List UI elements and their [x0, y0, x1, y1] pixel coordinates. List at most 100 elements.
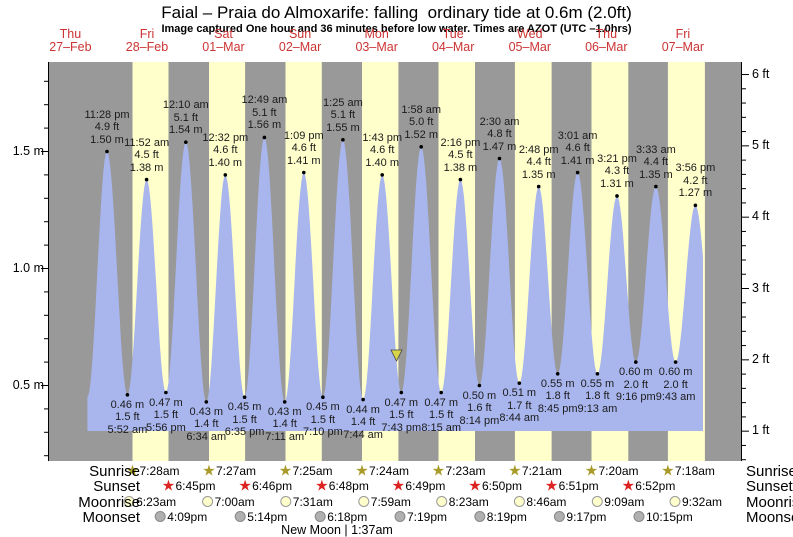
- tide-low-label: 0.60 m 2.0 ft 9:43 am: [644, 366, 708, 404]
- moonset-icon: [553, 511, 565, 522]
- tide-high-label-line: 12:32 pm: [202, 131, 249, 144]
- tide-low-label-line: 1.5 ft: [389, 409, 414, 422]
- day-header: Thu 27–Feb: [30, 28, 110, 54]
- day-date: 28–Feb: [125, 40, 169, 54]
- tide-low-label: 0.50 m 1.6 ft 8:14 pm: [447, 390, 511, 428]
- tide-high-label: 3:56 pm 4.2 ft 1.27 m: [663, 162, 727, 200]
- high-dot: [419, 145, 424, 149]
- tide-low-label-line: 0.46 m: [110, 398, 145, 411]
- right-axis-label: 6 ft: [752, 66, 770, 81]
- moonrise-time: 6:23am: [136, 494, 177, 509]
- sunset-star-icon: ★: [315, 477, 328, 495]
- sunrise-star-icon: ★: [279, 462, 292, 480]
- moonset-row-label-left: Moonset: [82, 509, 140, 526]
- moonset-icon: [474, 511, 486, 522]
- tide-low-label-line: 9:13 am: [577, 402, 618, 415]
- tide-high-label-line: 1.52 m: [404, 128, 438, 141]
- high-dot: [575, 170, 580, 175]
- tide-high-label-line: 4.9 ft: [94, 121, 120, 133]
- low-dot: [242, 395, 247, 400]
- tide-low-label-line: 7:43 pm: [381, 421, 422, 434]
- tide-high-label-line: 3:21 pm: [597, 152, 637, 165]
- sunrise-time: 7:28am: [139, 463, 180, 478]
- sunset-time: 6:52pm: [635, 478, 676, 493]
- tide-high-label-line: 1.27 m: [678, 187, 713, 200]
- tide-low-label: 0.43 m 1.4 ft 7:11 am: [253, 406, 317, 444]
- tide-high-label-line: 4.5 ft: [448, 149, 473, 162]
- high-dot: [536, 184, 541, 189]
- low-dot: [673, 360, 678, 364]
- tide-low-label-line: 1.5 ft: [232, 413, 257, 426]
- moonset-time: 8:19pm: [486, 509, 527, 524]
- tide-low-label-line: 7:44 am: [343, 428, 383, 441]
- tide-low-label-line: 5:56 pm: [146, 421, 186, 434]
- moonset-time: 6:18pm: [327, 509, 368, 524]
- high-dot: [262, 135, 267, 140]
- sunrise-star-icon: ★: [355, 462, 368, 480]
- tide-high-label: 11:28 pm 4.9 ft 1.50 m: [75, 109, 139, 147]
- sunrise-star-icon: ★: [432, 462, 445, 480]
- tide-low-label-line: 1.4 ft: [272, 418, 297, 431]
- tide-low-label-line: 6:34 am: [186, 430, 227, 443]
- day-name: Thu: [595, 27, 618, 41]
- high-dot: [615, 194, 619, 198]
- tide-high-label-line: 2:48 pm: [518, 143, 559, 156]
- sunset-row-label-right: Sunset: [746, 478, 793, 495]
- tide-high-label: 1:43 pm 4.6 ft 1.40 m: [350, 132, 414, 170]
- moonset-time: 9:17pm: [566, 509, 607, 524]
- tide-high-label-line: 5.0 ft: [408, 116, 434, 129]
- tide-low-label: 0.47 m 1.5 ft 5:56 pm: [134, 397, 198, 435]
- tide-low-label-line: 0.60 m: [658, 366, 693, 379]
- day-date: 07–Mar: [661, 40, 705, 54]
- tide-high-label-line: 12:10 am: [162, 99, 209, 112]
- tide-low-label-line: 9:43 am: [655, 391, 696, 404]
- day-date: 06–Mar: [585, 40, 628, 54]
- moonset-icon: [154, 511, 166, 522]
- left-axis-label: 1.0 m: [12, 260, 44, 275]
- high-dot: [693, 203, 698, 208]
- high-dot: [144, 177, 149, 182]
- tide-low-label: 0.55 m 1.8 ft 9:13 am: [565, 378, 629, 416]
- tide-high-label-line: 1.35 m: [521, 168, 556, 181]
- sunset-star-icon: ★: [622, 477, 635, 495]
- sunset-time: 6:51pm: [558, 478, 599, 493]
- low-dot: [595, 372, 600, 376]
- day-header: Thu 06–Mar: [566, 28, 646, 54]
- high-dot: [380, 173, 385, 177]
- moonset-time: 4:09pm: [167, 509, 208, 524]
- sunrise-time: 7:27am: [216, 463, 257, 478]
- moonrise-row-label-left: Moonrise: [78, 494, 140, 511]
- tide-low-label-line: 1.5 ft: [115, 411, 140, 424]
- tide-high-label-line: 5.1 ft: [252, 106, 277, 119]
- tide-high-label-line: 1.35 m: [639, 168, 673, 181]
- low-dot: [477, 383, 482, 388]
- tide-high-label: 2:48 pm 4.4 ft 1.35 m: [507, 144, 571, 182]
- tide-low-label-line: 1.5 ft: [310, 413, 336, 426]
- tide-high-label-line: 4.2 ft: [683, 174, 708, 187]
- tide-high-label: 3:01 am 4.6 ft 1.41 m: [546, 130, 610, 168]
- high-dot: [341, 138, 345, 142]
- day-header: Mon 03–Mar: [337, 28, 417, 54]
- tide-low-label-line: 0.60 m: [618, 366, 653, 379]
- moonset-icon: [394, 511, 406, 522]
- right-axis-label: 3 ft: [752, 280, 770, 295]
- tide-low-label-line: 8:14 pm: [459, 414, 500, 427]
- tide-low-label-line: 0.50 m: [462, 389, 497, 402]
- moonrise-icon: [358, 496, 370, 507]
- high-dot: [497, 156, 502, 161]
- tide-low-label-line: 8:15 am: [421, 421, 462, 434]
- day-date: 05–Mar: [508, 40, 551, 54]
- tide-high-label-line: 2:16 pm: [440, 136, 481, 149]
- sunset-star-icon: ★: [468, 477, 481, 495]
- low-dot: [361, 397, 365, 402]
- high-dot: [458, 177, 463, 182]
- tide-high-label-line: 4.6 ft: [213, 144, 238, 157]
- tide-high-label: 2:30 am 4.8 ft 1.47 m: [468, 116, 532, 154]
- sunrise-star-icon: ★: [661, 462, 674, 480]
- sunrise-time: 7:18am: [674, 463, 715, 478]
- sunset-time: 6:46pm: [252, 478, 293, 493]
- day-name: Sun: [288, 27, 312, 41]
- tide-low-label-line: 0.43 m: [267, 405, 302, 418]
- moonset-time: 7:19pm: [407, 509, 448, 524]
- left-axis-label: 0.5 m: [12, 377, 44, 392]
